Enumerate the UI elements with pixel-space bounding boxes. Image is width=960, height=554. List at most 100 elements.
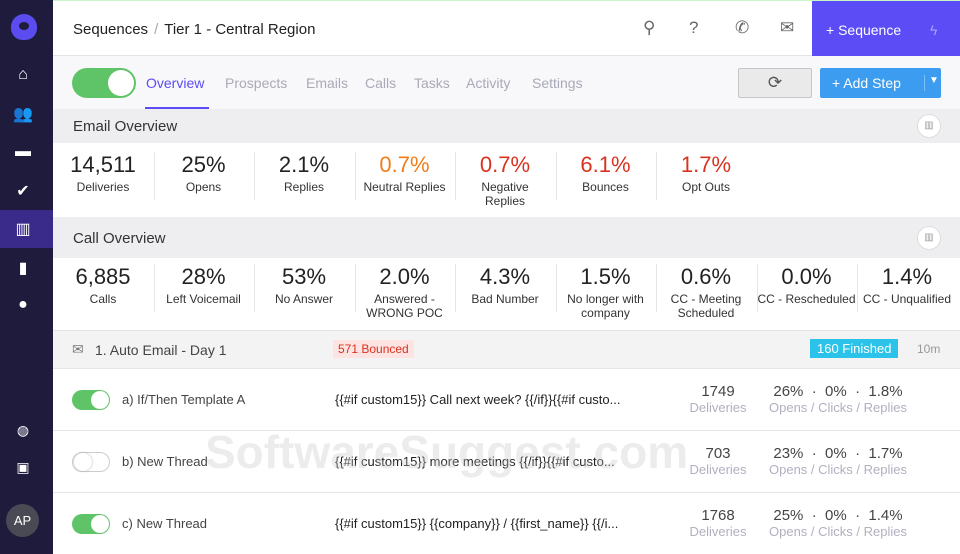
- deliveries-label: Deliveries: [689, 400, 747, 415]
- stat-label: Opt Outs: [681, 180, 731, 194]
- sidebar-active-indicator: [0, 210, 53, 248]
- variant-toggle[interactable]: [72, 390, 110, 410]
- stat-opens: 25% Opens: [154, 152, 254, 194]
- stat-value: 28%: [181, 264, 226, 289]
- stat-divider: [555, 264, 557, 312]
- call-stats: 6,885 Calls 28% Left Voicemail 53% No Answer 2…: [53, 264, 960, 324]
- stat-label: Bounces: [582, 180, 629, 194]
- step-header[interactable]: ✉ 1. Auto Email - Day 1 571 Bounced 160 …: [53, 330, 960, 368]
- variant-template[interactable]: {{#if custom15}} {{company}} / {{first_n…: [335, 516, 619, 531]
- outreach-logo-icon[interactable]: [11, 14, 37, 40]
- bar-chart-icon[interactable]: ▥: [917, 226, 941, 250]
- tasks-icon[interactable]: ✔: [16, 183, 30, 200]
- variant-row[interactable]: c) New Thread {{#if custom15}} {{company…: [53, 492, 960, 554]
- call-overview-header: Call Overview ▥: [53, 217, 960, 258]
- tab-activity[interactable]: Activity: [466, 75, 511, 91]
- stat-bounces: 6.1% Bounces: [556, 152, 656, 194]
- tab-prospects[interactable]: Prospects: [225, 75, 288, 91]
- add-step-button[interactable]: + Add Step ▼: [820, 68, 941, 98]
- tab-tasks[interactable]: Tasks: [414, 75, 450, 91]
- stat-opt-outs: 1.7% Opt Outs: [656, 152, 756, 194]
- variant-name[interactable]: c) New Thread: [122, 516, 208, 531]
- stat-divider: [153, 152, 155, 200]
- variant-toggle[interactable]: [72, 452, 110, 472]
- stat-label: Bad Number: [471, 292, 539, 306]
- stat-bad-number: 4.3% Bad Number: [455, 264, 555, 306]
- stat-label: Replies: [283, 180, 325, 194]
- stat-divider: [354, 264, 356, 312]
- contacts-icon[interactable]: ▣: [16, 459, 30, 475]
- stat-label: CC - Rescheduled: [757, 292, 856, 306]
- briefcase-icon[interactable]: ▬: [15, 143, 31, 160]
- stat-divider: [153, 264, 155, 312]
- add-step-label: + Add Step: [832, 75, 901, 91]
- bolt-icon[interactable]: ϟ: [930, 22, 938, 38]
- stat-neutral-replies: 0.7% Neutral Replies: [355, 152, 455, 194]
- bar-chart-icon[interactable]: ▥: [917, 114, 941, 138]
- email-overview-header: Email Overview ▥: [53, 109, 960, 143]
- stat-label: Calls: [89, 292, 117, 306]
- variant-name[interactable]: b) New Thread: [122, 454, 208, 469]
- stat-divider: [656, 264, 657, 312]
- sequences-icon[interactable]: ▥: [15, 221, 31, 238]
- stat-value: 25%: [181, 152, 226, 177]
- rates-value: 26% · 0% · 1.8%: [773, 383, 903, 400]
- phone-icon[interactable]: ✆: [735, 18, 750, 37]
- header: Sequences / Tier 1 - Central Region ⚲ ? ✆ …: [53, 0, 960, 57]
- stat-value: 0.7%: [479, 152, 531, 177]
- variant-toggle[interactable]: [72, 514, 110, 534]
- stat-divider: [455, 264, 456, 312]
- breadcrumb-separator: /: [154, 21, 159, 38]
- mail-icon[interactable]: ✉: [780, 18, 795, 37]
- variant-name[interactable]: a) If/Then Template A: [122, 392, 246, 407]
- tab-bar: Overview Prospects Emails Calls Tasks Ac…: [53, 56, 960, 109]
- variant-row[interactable]: b) New Thread {{#if custom15}} more meet…: [53, 430, 960, 492]
- breadcrumb: Sequences / Tier 1 - Central Region: [73, 21, 315, 38]
- active-tab-underline: [145, 107, 209, 109]
- step-duration: 10m: [917, 342, 941, 356]
- stat-divider: [756, 264, 758, 312]
- tab-calls[interactable]: Calls: [365, 75, 397, 91]
- stat-divider: [354, 152, 356, 200]
- stat-divider: [455, 152, 456, 200]
- help-icon[interactable]: ?: [689, 18, 699, 37]
- rates-label: Opens / Clicks / Replies: [769, 524, 907, 539]
- tab-emails[interactable]: Emails: [306, 75, 349, 91]
- stat-label: CC - Meeting Scheduled: [670, 292, 742, 320]
- variant-template[interactable]: {{#if custom15}} more meetings {{/if}}{{…: [335, 454, 615, 469]
- stat-no-answer: 53% No Answer: [254, 264, 354, 306]
- variant-deliveries: 1768 Deliveries: [673, 508, 763, 540]
- reports-icon[interactable]: ▮: [18, 260, 28, 277]
- refresh-button[interactable]: ⟳: [738, 68, 812, 98]
- globe-icon[interactable]: ◍: [16, 422, 30, 438]
- call-overview-title: Call Overview: [73, 230, 166, 247]
- stat-negative-replies: 0.7% Negative Replies: [455, 152, 555, 208]
- people-icon[interactable]: 👥: [13, 106, 33, 123]
- stat-cc-rescheduled: 0.0% CC - Rescheduled: [757, 264, 857, 306]
- deliveries-label: Deliveries: [689, 462, 747, 477]
- variant-template[interactable]: {{#if custom15}} Call next week? {{/if}}…: [335, 392, 621, 407]
- breadcrumb-root[interactable]: Sequences: [73, 21, 149, 38]
- stat-label: CC - Unqualified: [862, 292, 952, 306]
- stat-value: 6,885: [75, 264, 131, 289]
- home-icon[interactable]: ⌂: [18, 66, 28, 83]
- search-icon[interactable]: ⚲: [643, 18, 656, 37]
- sidebar: ⌂ 👥 ▬ ✔ ▥ ▮ ● ◍ ▣ AP: [0, 0, 53, 554]
- stat-value: 1.5%: [580, 264, 631, 289]
- sequence-active-toggle[interactable]: [72, 68, 136, 98]
- stat-value: 2.1%: [278, 152, 330, 177]
- stat-divider: [656, 152, 657, 200]
- tab-settings[interactable]: Settings: [532, 75, 583, 91]
- stat-value: 0.6%: [680, 264, 732, 289]
- avatar[interactable]: AP: [6, 504, 39, 537]
- variant-rates: 23% · 0% · 1.7% Opens / Clicks / Replies: [763, 446, 913, 478]
- stat-divider: [254, 152, 255, 200]
- profile-icon[interactable]: ●: [18, 296, 28, 313]
- stat-label: Left Voicemail: [166, 292, 241, 306]
- stat-value: 1.4%: [881, 264, 933, 289]
- chevron-down-icon[interactable]: ▼: [924, 75, 939, 91]
- stat-label: No Answer: [274, 292, 334, 306]
- tab-overview[interactable]: Overview: [146, 75, 205, 91]
- variant-row[interactable]: a) If/Then Template A {{#if custom15}} C…: [53, 368, 960, 430]
- new-sequence-button[interactable]: + Sequence ϟ: [812, 1, 960, 57]
